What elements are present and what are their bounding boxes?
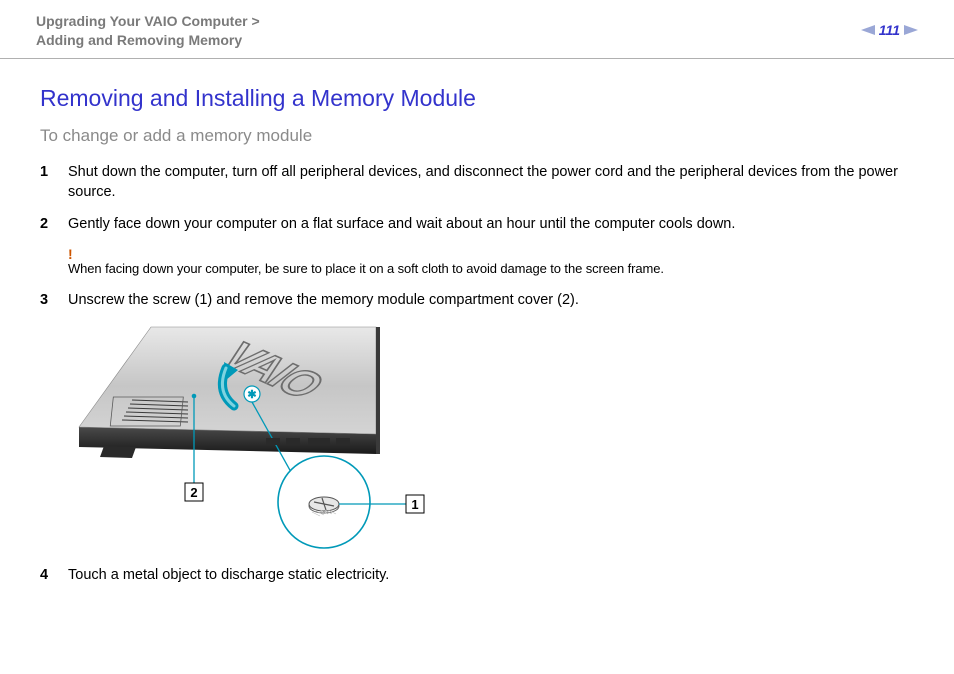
callout-2: 2 xyxy=(190,485,197,500)
callout-1: 1 xyxy=(411,497,418,512)
step-text: Touch a metal object to discharge static… xyxy=(68,565,914,585)
memory-diagram-svg: VAIO ✱ xyxy=(76,324,436,550)
pager: 111 xyxy=(861,22,918,38)
step-text: Gently face down your computer on a flat… xyxy=(68,214,914,234)
step-number: 2 xyxy=(40,214,54,234)
page-subtitle: To change or add a memory module xyxy=(40,126,914,146)
warning-block: ! When facing down your computer, be sur… xyxy=(68,247,914,276)
page-title: Removing and Installing a Memory Module xyxy=(40,85,914,112)
page-header: Upgrading Your VAIO Computer > Adding an… xyxy=(0,0,954,59)
step-3: 3 Unscrew the screw (1) and remove the m… xyxy=(40,290,914,310)
pager-next-icon[interactable] xyxy=(904,25,918,35)
step-number: 1 xyxy=(40,162,54,182)
diagram: VAIO ✱ xyxy=(76,324,914,555)
step-4: 4 Touch a metal object to discharge stat… xyxy=(40,565,914,585)
pager-prev-icon[interactable] xyxy=(861,25,875,35)
breadcrumb-line2: Adding and Removing Memory xyxy=(36,31,260,50)
breadcrumb-line1: Upgrading Your VAIO Computer > xyxy=(36,12,260,31)
warning-icon: ! xyxy=(68,247,914,261)
step-number: 4 xyxy=(40,565,54,585)
warning-text: When facing down your computer, be sure … xyxy=(68,261,914,276)
step-2: 2 Gently face down your computer on a fl… xyxy=(40,214,914,234)
breadcrumb: Upgrading Your VAIO Computer > Adding an… xyxy=(36,12,260,50)
content: Removing and Installing a Memory Module … xyxy=(0,59,954,585)
step-number: 3 xyxy=(40,290,54,310)
step-1: 1 Shut down the computer, turn off all p… xyxy=(40,162,914,203)
svg-text:✱: ✱ xyxy=(247,389,256,401)
step-text: Unscrew the screw (1) and remove the mem… xyxy=(68,290,914,310)
step-text: Shut down the computer, turn off all per… xyxy=(68,162,914,203)
page-number: 111 xyxy=(879,22,900,38)
